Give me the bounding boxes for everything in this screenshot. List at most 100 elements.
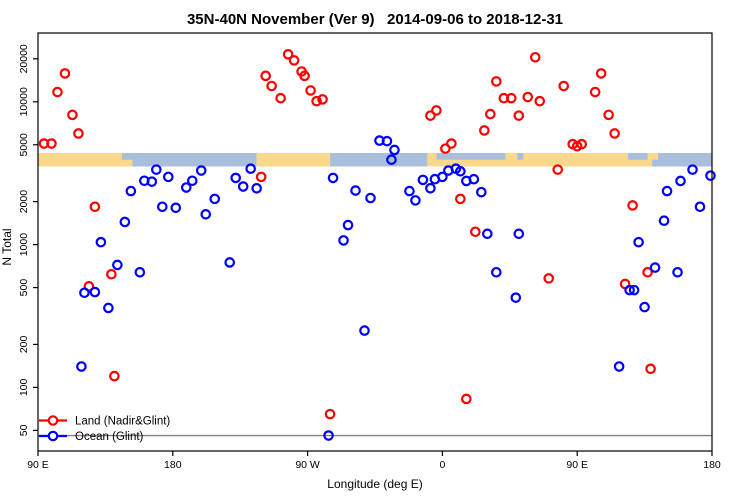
data-point-ocean (468, 173, 480, 185)
data-point-ocean (163, 171, 174, 183)
data-point-land (595, 68, 607, 79)
band-patch-ocean (628, 153, 648, 160)
band-patch-ocean (436, 153, 506, 160)
data-point-land (324, 408, 336, 420)
data-point-land (431, 105, 442, 116)
y-tick-label: 20000 (18, 44, 30, 73)
y-tick-label: 10000 (18, 87, 30, 116)
data-point-ocean (146, 176, 158, 187)
y-tick-label: 100 (18, 378, 30, 396)
data-point-land (67, 109, 78, 121)
data-point-land (299, 70, 310, 82)
data-point-ocean (112, 259, 123, 271)
data-point-land (529, 51, 541, 63)
y-tick-label: 50 (18, 424, 30, 436)
data-point-land (455, 193, 466, 205)
x-tick-label: 90 E (27, 459, 49, 471)
data-point-land (485, 108, 496, 120)
data-point-land (317, 94, 328, 105)
x-tick-label: 90 E (566, 459, 588, 471)
data-point-land (255, 171, 267, 183)
data-point-land (440, 143, 451, 154)
data-point-ocean (237, 181, 249, 192)
data-point-ocean (675, 175, 686, 187)
data-point-ocean (338, 235, 349, 246)
band-segment-ocean (330, 153, 428, 167)
data-point-ocean (89, 286, 101, 298)
series-ocean (76, 135, 716, 441)
data-point-ocean (365, 192, 376, 204)
y-tick-label: 5000 (18, 133, 30, 157)
data-point-ocean (180, 182, 192, 193)
data-point-land (425, 110, 436, 121)
chart-title: 35N-40N November (Ver 9) 2014-09-06 to 2… (187, 11, 563, 28)
band-segment-land (38, 153, 121, 167)
data-point-ocean (350, 185, 361, 196)
data-point-ocean (404, 185, 415, 197)
data-point-ocean (359, 325, 370, 336)
band-segment-land (256, 153, 331, 167)
data-point-ocean (186, 175, 198, 187)
data-point-land (543, 273, 555, 284)
data-point-land (59, 68, 71, 79)
data-point-ocean (200, 208, 212, 220)
data-point-ocean (103, 302, 114, 314)
series-land (38, 49, 656, 420)
data-point-ocean (613, 361, 625, 372)
data-point-ocean (224, 257, 236, 268)
data-point-ocean (687, 164, 698, 175)
data-point-ocean (624, 284, 635, 296)
data-point-ocean (134, 266, 146, 278)
legend-land-label: Land (Nadir&Glint) (75, 416, 170, 428)
data-point-ocean (410, 195, 421, 206)
data-point-ocean (389, 144, 400, 156)
data-point-ocean (425, 182, 436, 194)
data-point-land (522, 91, 534, 103)
data-point-land (576, 138, 587, 150)
data-point-land (513, 110, 525, 121)
data-point-ocean (79, 287, 90, 299)
data-point-ocean (633, 236, 644, 248)
data-point-land (52, 86, 63, 98)
y-tick-label: 2000 (18, 190, 30, 214)
data-point-ocean (386, 154, 397, 166)
data-point-ocean (628, 284, 640, 296)
data-point-land (479, 125, 490, 136)
y-tick-label: 1000 (18, 233, 30, 257)
data-point-land (558, 80, 570, 92)
x-tick-label: 180 (703, 459, 721, 471)
data-point-land (73, 128, 84, 139)
data-point-ocean (170, 202, 182, 214)
data-point-land (645, 363, 656, 375)
data-point-land (603, 109, 614, 121)
y-axis-label: N Total (0, 228, 14, 265)
data-point-ocean (661, 185, 673, 197)
data-point-land (552, 164, 564, 175)
data-point-land (46, 138, 57, 149)
data-point-ocean (230, 172, 242, 184)
data-point-land (627, 200, 638, 211)
x-tick-label: 90 W (295, 459, 320, 471)
data-point-land (109, 370, 120, 382)
data-point-ocean (649, 262, 661, 273)
plot-border (37, 32, 713, 452)
axes: 90 E 180 90 W 0 90 E 180 50 100 200 500 1000 2000 50… (18, 44, 721, 471)
data-point-ocean (251, 182, 262, 194)
data-point-land (266, 80, 277, 92)
data-point-ocean (705, 170, 716, 181)
data-point-ocean (694, 201, 706, 213)
data-point-ocean (95, 236, 107, 248)
data-point-ocean (639, 301, 650, 313)
band-patch-land (120, 159, 133, 167)
data-point-land (461, 393, 472, 405)
data-point-ocean (323, 430, 334, 441)
data-point-land (470, 226, 481, 238)
data-point-land (311, 95, 322, 107)
x-tick-label: 0 (439, 459, 445, 471)
data-point-ocean (381, 135, 393, 147)
data-point-ocean (482, 228, 493, 240)
band-segment-ocean (652, 153, 712, 167)
data-point-land (288, 55, 300, 66)
